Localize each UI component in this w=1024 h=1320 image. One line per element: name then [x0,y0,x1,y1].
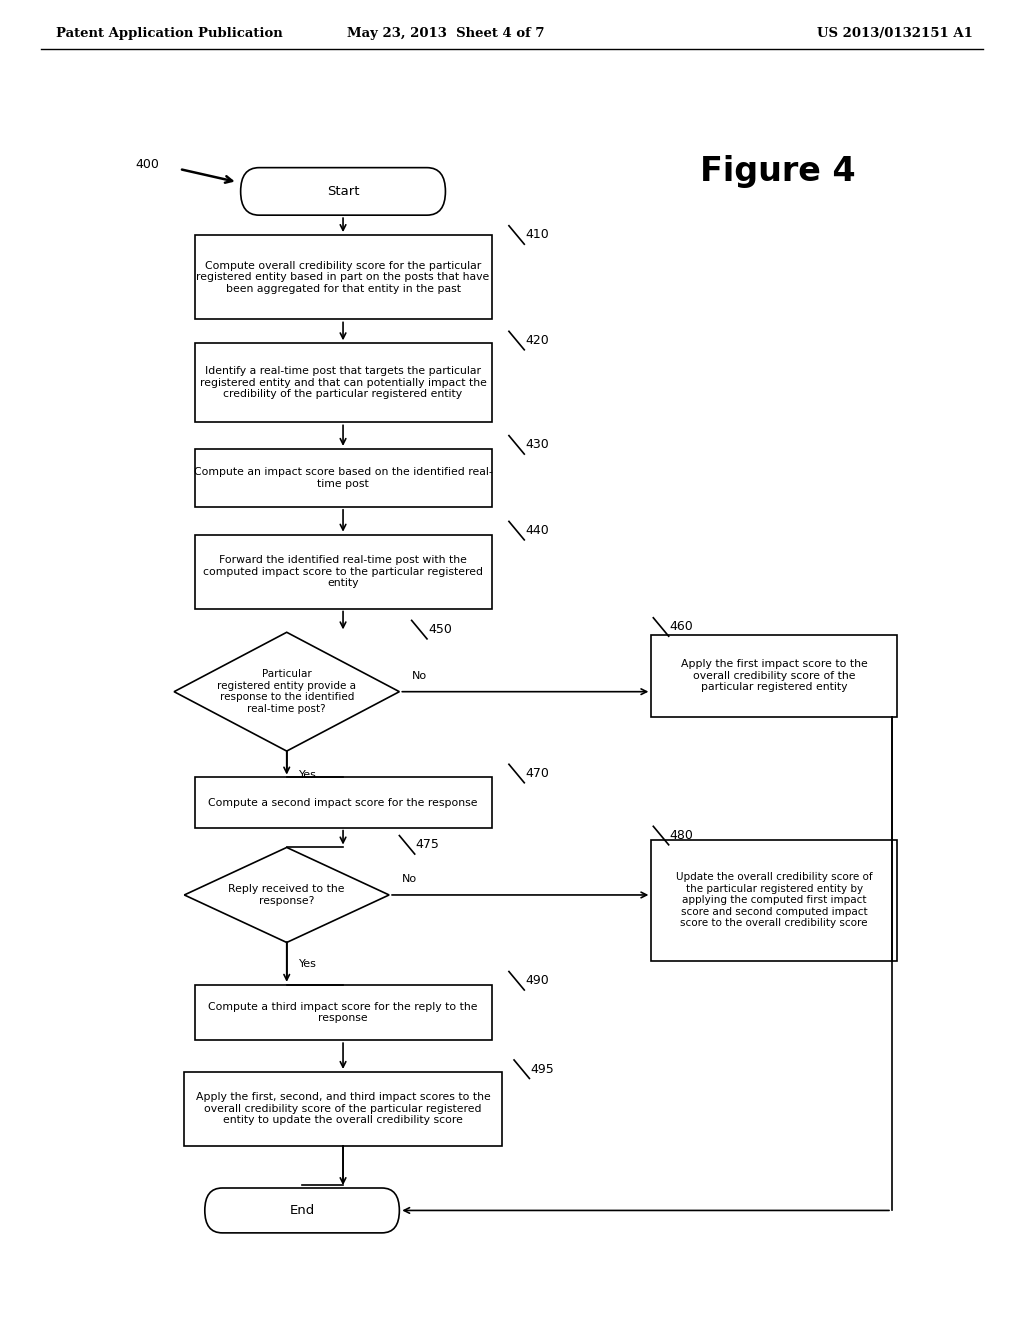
Text: Update the overall credibility score of
the particular registered entity by
appl: Update the overall credibility score of … [676,873,872,928]
Text: Compute overall credibility score for the particular
registered entity based in : Compute overall credibility score for th… [197,260,489,294]
Polygon shape [174,632,399,751]
Text: Yes: Yes [299,770,316,780]
Polygon shape [184,847,389,942]
Text: Apply the first impact score to the
overall credibility score of the
particular : Apply the first impact score to the over… [681,659,867,693]
FancyBboxPatch shape [195,343,492,422]
Text: Forward the identified real-time post with the
computed impact score to the part: Forward the identified real-time post wi… [203,554,483,589]
Text: Compute a third impact score for the reply to the
response: Compute a third impact score for the rep… [208,1002,478,1023]
Text: No: No [412,671,427,681]
Text: 440: 440 [525,524,549,537]
Text: 475: 475 [416,838,439,851]
Text: Yes: Yes [299,958,316,969]
Text: Figure 4: Figure 4 [700,154,856,187]
Text: Patent Application Publication: Patent Application Publication [56,26,283,40]
FancyBboxPatch shape [205,1188,399,1233]
Text: 480: 480 [670,829,693,842]
Text: 430: 430 [525,438,549,451]
Text: End: End [290,1204,314,1217]
Text: Apply the first, second, and third impact scores to the
overall credibility scor: Apply the first, second, and third impac… [196,1092,490,1126]
Text: No: No [401,874,417,884]
FancyBboxPatch shape [184,1072,502,1146]
Text: US 2013/0132151 A1: US 2013/0132151 A1 [817,26,973,40]
Text: 450: 450 [428,623,452,636]
FancyBboxPatch shape [195,535,492,609]
FancyBboxPatch shape [195,235,492,319]
Text: 420: 420 [525,334,549,347]
Text: Identify a real-time post that targets the particular
registered entity and that: Identify a real-time post that targets t… [200,366,486,400]
FancyBboxPatch shape [195,985,492,1040]
Text: Particular
registered entity provide a
response to the identified
real-time post: Particular registered entity provide a r… [217,669,356,714]
Text: Compute an impact score based on the identified real-
time post: Compute an impact score based on the ide… [194,467,493,488]
Text: 470: 470 [525,767,549,780]
Text: 400: 400 [135,158,159,172]
FancyBboxPatch shape [651,840,897,961]
Text: May 23, 2013  Sheet 4 of 7: May 23, 2013 Sheet 4 of 7 [347,26,544,40]
Text: 495: 495 [530,1063,554,1076]
Text: 460: 460 [670,620,693,634]
FancyBboxPatch shape [195,777,492,828]
Text: Reply received to the
response?: Reply received to the response? [228,884,345,906]
Text: Compute a second impact score for the response: Compute a second impact score for the re… [208,797,478,808]
FancyBboxPatch shape [651,635,897,717]
FancyBboxPatch shape [241,168,445,215]
FancyBboxPatch shape [195,449,492,507]
Text: Start: Start [327,185,359,198]
Text: 490: 490 [525,974,549,987]
Text: 410: 410 [525,228,549,242]
